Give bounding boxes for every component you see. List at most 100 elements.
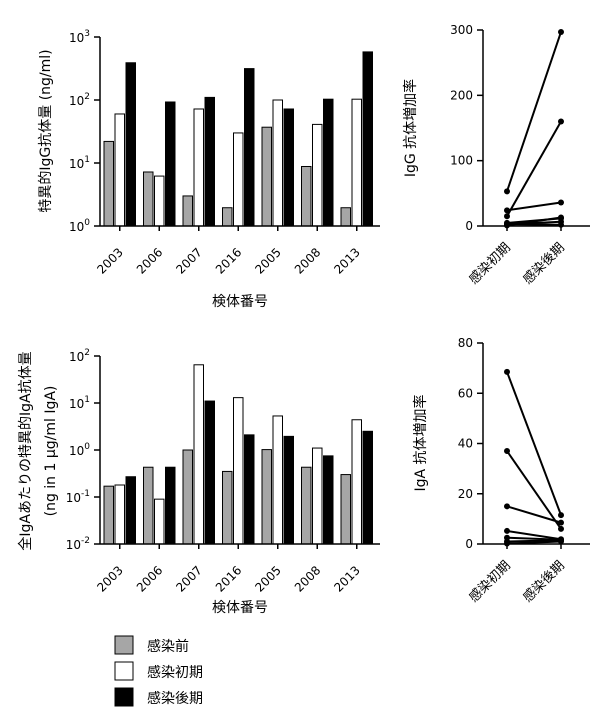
igG-pair-ylabel: IgG 抗体増加率 (402, 79, 419, 177)
point-2008-early (504, 219, 510, 226)
igA-bar-xlabel: 検体番号 (212, 600, 268, 616)
pair-line-2005 (506, 529, 562, 541)
igA-bar-x-ticks: 2003 2006 2007 2016 2005 2008 2013 (94, 544, 363, 595)
point-2008-early (504, 534, 510, 541)
igA-pair-lines (504, 368, 564, 547)
y-tick-label: 200 (450, 88, 473, 102)
y-tick-label: 100 (69, 442, 90, 458)
bar-2016-感染初期 (233, 132, 244, 227)
bar-2003-感染初期 (114, 484, 125, 545)
legend: 感染前 感染初期 感染後期 (114, 635, 203, 707)
x-tick-label: 感染初期 (466, 240, 514, 288)
bar-2016-感染後期 (244, 68, 255, 227)
bar-2008-感染初期 (312, 123, 323, 227)
y-tick-label: 20 (458, 487, 473, 501)
igA-pair-chart: IgA 抗体増加率 0 20 40 60 80 感染初期 感染後期 (412, 336, 590, 606)
x-tick-label: 2008 (292, 245, 323, 276)
x-tick-label: 感染初期 (466, 558, 514, 606)
legend-label-late: 感染後期 (147, 690, 203, 707)
igA-bar-ylabel-line2: (ng in 1 μg/ml IgA) (43, 386, 59, 517)
igG-pair-chart: IgG 抗体増加率 0 100 200 300 感染初期 感染後期 (402, 23, 590, 288)
x-tick-label: 2003 (94, 563, 125, 594)
bar-2007-感染初期 (193, 108, 204, 227)
bar-2003-感染前 (103, 140, 114, 227)
y-tick-label: 300 (450, 23, 473, 37)
bar-2016-感染前 (222, 207, 233, 227)
bar-2003-感染前 (103, 485, 114, 545)
igG-pair-x-ticks: 感染初期 感染後期 (466, 226, 568, 288)
pair-line-2008 (506, 536, 562, 541)
point-2008-late (558, 536, 564, 543)
bar-2005-感染前 (261, 126, 272, 227)
bar-2016-感染後期 (244, 434, 255, 545)
igA-bar-y-ticks: 10-2 10-1 100 101 102 (66, 348, 100, 552)
x-tick-label: 2016 (213, 563, 244, 594)
igA-pair-y-ticks: 0 20 40 60 80 (458, 336, 483, 551)
x-tick-label: 2016 (213, 245, 244, 276)
point-2013-early (504, 503, 510, 510)
pair-line-2006 (506, 540, 562, 545)
y-tick-label: 102 (69, 348, 90, 364)
x-tick-label: 2005 (252, 245, 283, 276)
bar-2007-感染前 (182, 195, 193, 227)
x-tick-label: 2006 (134, 563, 165, 594)
x-tick-label: 2008 (292, 563, 323, 594)
bar-2003-感染後期 (125, 62, 136, 227)
igA-bar-ylabel-line1: 全IgAあたりの特異的IgA抗体量 (17, 351, 34, 550)
bar-2008-感染前 (301, 165, 312, 227)
legend-label-early: 感染初期 (147, 664, 203, 681)
bar-2016-感染前 (222, 470, 233, 545)
pair-line-2013 (506, 505, 562, 524)
bar-2008-感染後期 (323, 455, 334, 545)
bar-2006-感染後期 (165, 466, 176, 545)
pair-line-2003 (506, 539, 562, 543)
point-2007-early (504, 368, 510, 375)
y-tick-label: 80 (458, 336, 473, 350)
bar-2013-感染後期 (362, 51, 373, 227)
bar-2008-感染前 (301, 466, 312, 545)
y-tick-label: 40 (458, 437, 473, 451)
point-2013-early (504, 188, 510, 195)
y-tick-label: 100 (450, 154, 473, 168)
pair-line-2007 (506, 371, 562, 516)
igG-bar-xlabel: 検体番号 (212, 294, 268, 310)
bar-2005-感染後期 (283, 435, 294, 545)
bar-2008-感染後期 (323, 98, 334, 227)
point-2016-early (504, 448, 510, 455)
x-tick-label: 感染後期 (520, 240, 568, 288)
igA-bar-chart: 全IgAあたりの特異的IgA抗体量 (ng in 1 μg/ml IgA) 10… (17, 348, 380, 616)
y-tick-label: 10-2 (66, 536, 90, 552)
point-2007-late (558, 512, 564, 519)
point-2008-late (558, 215, 564, 222)
pair-line-2008 (506, 217, 562, 224)
y-tick-label: 101 (69, 395, 90, 411)
bar-2007-感染後期 (204, 400, 215, 545)
x-tick-label: 2003 (94, 245, 125, 276)
y-tick-label: 60 (458, 386, 473, 400)
y-tick-label: 0 (465, 537, 473, 551)
bar-2006-感染前 (143, 171, 154, 227)
y-tick-label: 102 (69, 92, 90, 108)
bar-2006-感染初期 (154, 175, 165, 227)
bar-2006-感染前 (143, 466, 154, 545)
y-tick-label: 101 (69, 155, 90, 171)
igA-pair-x-ticks: 感染初期 感染後期 (466, 544, 568, 606)
igG-bar-bars (103, 51, 373, 227)
bar-2013-感染後期 (362, 430, 373, 545)
legend-swatch-early (114, 661, 134, 681)
bar-2013-感染前 (340, 207, 351, 227)
bar-2013-感染初期 (351, 419, 362, 545)
bar-2008-感染初期 (312, 447, 323, 545)
bar-2005-感染初期 (272, 99, 283, 227)
point-2016-early (504, 213, 510, 220)
pair-line-2007 (506, 201, 562, 212)
bar-2007-感染前 (182, 449, 193, 545)
point-2007-late (558, 199, 564, 206)
bar-2013-感染前 (340, 474, 351, 545)
point-2013-late (558, 28, 564, 35)
y-tick-label: 100 (69, 218, 90, 234)
bar-2005-感染初期 (272, 415, 283, 545)
bar-2016-感染初期 (233, 397, 244, 545)
x-tick-label: 感染後期 (520, 558, 568, 606)
